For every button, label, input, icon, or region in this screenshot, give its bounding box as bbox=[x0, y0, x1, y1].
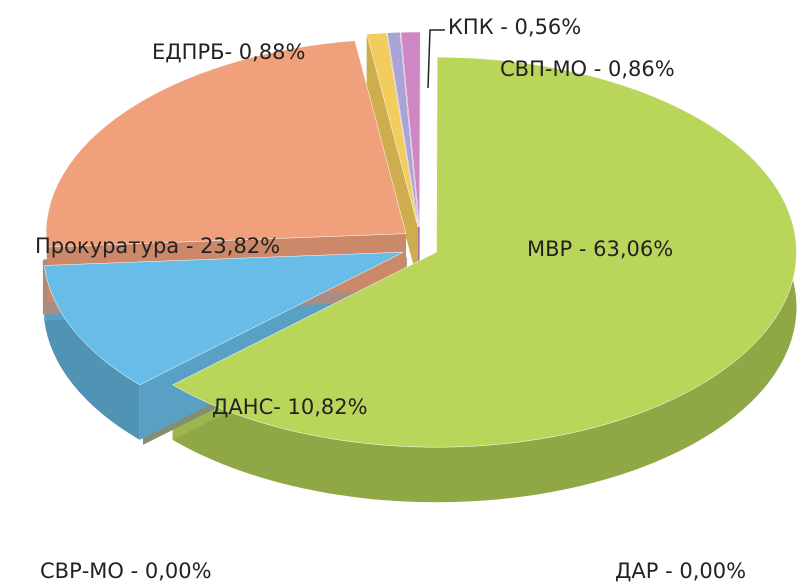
slice-label: ДАР - 0,00% bbox=[615, 559, 746, 583]
slice-side bbox=[44, 265, 140, 440]
slice bbox=[172, 56, 797, 448]
slice bbox=[44, 251, 404, 386]
slice-label: Прокуратура - 23,82% bbox=[35, 234, 280, 258]
slice-label: ЕДПРБ- 0,88% bbox=[152, 40, 306, 64]
slice-inner-wall bbox=[366, 32, 418, 283]
slice-label: СВП-МО - 0,86% bbox=[500, 57, 675, 81]
slice-label: КПК - 0,56% bbox=[448, 15, 581, 39]
slice bbox=[45, 40, 407, 248]
slice-side bbox=[172, 57, 797, 503]
leader-line bbox=[427, 29, 445, 89]
slice-tops bbox=[44, 31, 797, 448]
slice bbox=[366, 32, 419, 228]
slice-label: ДАНС- 10,82% bbox=[212, 395, 368, 419]
slice-label: СВР-МО - 0,00% bbox=[40, 559, 212, 583]
slice bbox=[387, 32, 419, 228]
slice bbox=[400, 31, 421, 228]
slice-label: МВР - 63,06% bbox=[527, 237, 673, 261]
